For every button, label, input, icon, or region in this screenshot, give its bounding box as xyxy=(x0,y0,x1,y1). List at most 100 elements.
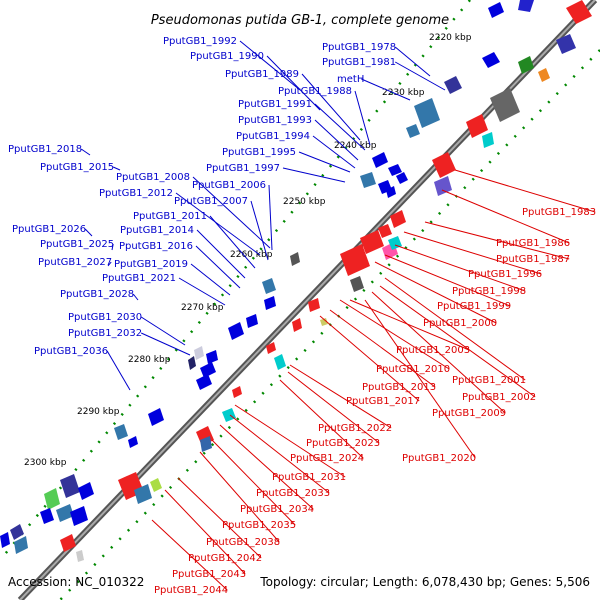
gene-block xyxy=(444,76,462,94)
gene-arrow xyxy=(308,298,320,312)
gene-arrow xyxy=(386,186,396,198)
gene-label: PputGB1_1978 xyxy=(322,42,396,53)
leader-line xyxy=(175,192,261,256)
gene-label: PputGB1_2012 xyxy=(99,188,173,199)
gene-label: PputGB1_1986 xyxy=(496,238,570,249)
gene-block xyxy=(406,124,420,138)
gene-arrow xyxy=(228,322,244,340)
gene-label: PputGB1_1996 xyxy=(468,269,542,280)
gene-block xyxy=(44,488,60,510)
gene-label: PputGB1_2044 xyxy=(154,585,228,596)
leader-line xyxy=(314,119,359,161)
gene-label: PputGB1_1991 xyxy=(238,99,312,110)
gene-arrow xyxy=(390,210,406,228)
gene-block xyxy=(200,436,212,452)
leader-line xyxy=(239,40,301,91)
gene-arrow xyxy=(482,52,500,68)
leader-line xyxy=(192,176,271,249)
gene-arrow xyxy=(566,0,592,24)
gene-label: PputGB1_2003 xyxy=(396,345,470,356)
leader-line xyxy=(140,316,186,346)
leader-line xyxy=(312,135,356,169)
gene-label: PputGB1_1987 xyxy=(496,254,570,265)
tick-labels: 2220 kbp 2230 kbp 2240 kbp 2250 kbp 2260… xyxy=(24,33,472,468)
gene-label: PputGB1_1989 xyxy=(225,69,299,80)
leader-line xyxy=(211,439,296,526)
gene-label: PputGB1_2025 xyxy=(40,239,114,250)
leader-line xyxy=(394,46,431,77)
gene-label: PputGB1_2027 xyxy=(38,257,112,268)
leader-line xyxy=(394,244,526,292)
gene-block xyxy=(60,474,80,498)
leader-line xyxy=(151,519,228,591)
gene-block xyxy=(434,176,452,196)
accession-text: Accession: NC_010322 xyxy=(8,575,144,589)
tick-label: 2260 kbp xyxy=(230,250,273,260)
gene-label: PputGB1_2017 xyxy=(346,396,420,407)
leader-line xyxy=(384,254,511,307)
gene-label: PputGB1_2032 xyxy=(68,328,142,339)
forward-gene-labels: PputGB1_1992 PputGB1_1990 PputGB1_1978 Pput… xyxy=(8,36,446,391)
gene-label: PputGB1_2034 xyxy=(240,504,314,515)
leader-line xyxy=(424,221,570,260)
gene-label: PputGB1_1998 xyxy=(452,286,526,297)
gene-arrow xyxy=(196,374,212,390)
leader-line xyxy=(111,243,114,251)
leader-line xyxy=(364,299,476,459)
leader-line xyxy=(266,55,321,111)
gene-arrow xyxy=(246,314,258,328)
gene-block xyxy=(490,88,520,122)
gene-arrow xyxy=(372,152,388,168)
leader-line xyxy=(374,261,497,324)
leader-line xyxy=(190,263,231,296)
gene-label: PputGB1_2020 xyxy=(402,453,476,464)
gene-label: PputGB1_1990 xyxy=(190,51,264,62)
gene-label: PputGB1_2030 xyxy=(68,312,142,323)
gene-arrow xyxy=(340,244,370,276)
gene-label: PputGB1_2008 xyxy=(116,172,190,183)
leader-line xyxy=(195,245,241,289)
leader-line xyxy=(80,148,91,156)
gene-arrow xyxy=(0,532,10,548)
gene-block xyxy=(482,132,494,148)
gene-label: PputGB1_2000 xyxy=(423,318,497,329)
tick-label: 2250 kbp xyxy=(283,197,326,207)
tick-label: 2290 kbp xyxy=(77,407,120,417)
gene-arrow xyxy=(200,362,216,378)
leader-line xyxy=(298,151,351,173)
gene-block xyxy=(76,550,84,562)
gene-label: PputGB1_1995 xyxy=(222,147,296,158)
gene-block xyxy=(350,276,364,292)
gene-block xyxy=(290,252,300,266)
leader-line xyxy=(349,299,470,351)
gene-arrow xyxy=(432,152,456,178)
leader-line xyxy=(329,309,436,388)
gene-arrow xyxy=(60,534,76,552)
gene-arrow xyxy=(518,0,534,12)
reverse-strand-genes xyxy=(60,0,592,562)
gene-label: PputGB1_2007 xyxy=(174,196,248,207)
gene-block xyxy=(114,424,128,440)
gene-arrow xyxy=(70,506,88,526)
gene-arrow xyxy=(232,386,242,398)
tick-label: 2300 kbp xyxy=(24,458,67,468)
tick-label: 2240 kbp xyxy=(334,141,377,151)
leader-line xyxy=(403,231,542,275)
leader-line xyxy=(441,189,570,244)
gene-block xyxy=(188,356,196,370)
gene-label: PputGB1_1983 xyxy=(522,207,596,218)
leader-line xyxy=(319,315,420,402)
gene-arrow xyxy=(78,482,94,500)
tick-label: 2220 kbp xyxy=(429,33,472,43)
leader-line xyxy=(379,285,536,398)
gene-arrow xyxy=(488,2,504,18)
leader-line xyxy=(250,200,269,261)
gene-block xyxy=(274,354,286,370)
gene-label: PputGB1_2019 xyxy=(114,259,188,270)
reverse-gene-labels: PputGB1_1983 PputGB1_1986 PputGB1_1987 Pput… xyxy=(151,169,596,596)
topology-text: Topology: circular; Length: 6,078,430 bp… xyxy=(259,575,590,589)
leader-line xyxy=(314,103,366,151)
gene-label: PputGB1_2009 xyxy=(432,408,506,419)
gene-label: PputGB1_1999 xyxy=(437,301,511,312)
gene-block xyxy=(134,484,152,504)
